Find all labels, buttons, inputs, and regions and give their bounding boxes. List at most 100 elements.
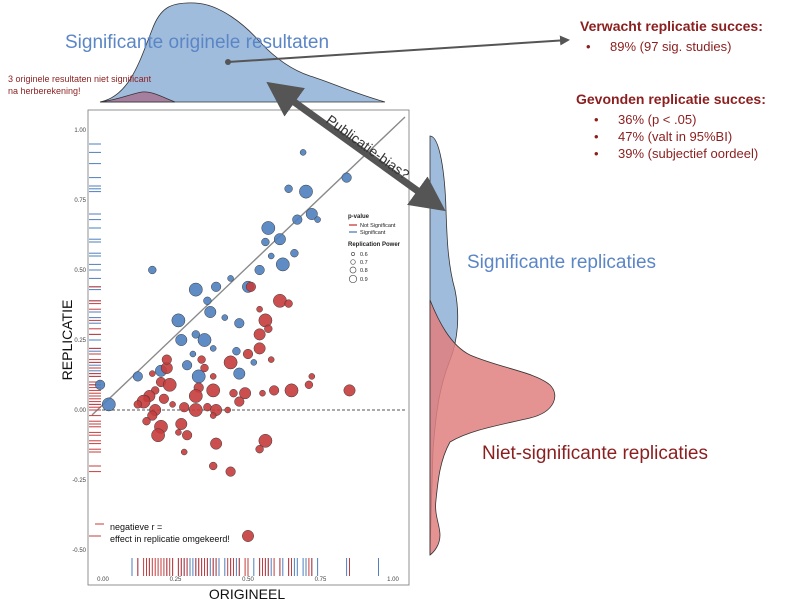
point-not-significant [255,445,264,454]
found-title: Gevonden replicatie succes: [576,91,766,107]
legend-power-size-4 [348,274,358,284]
legend-title: p-value [348,214,370,220]
y-tick-label: -0.25 [72,478,86,484]
y-tick-label: -0.50 [72,548,86,554]
x-tick-label: 0.00 [97,577,109,583]
point-not-significant [151,428,165,443]
point-not-significant [133,400,142,409]
rug-marks [89,143,379,576]
x-tick-label: 1.00 [387,577,399,583]
point-not-significant [242,530,254,542]
point-not-significant [267,356,275,363]
point-significant [227,275,234,282]
y-tick-labels: -0.50 -0.25 0.00 0.25 0.50 0.75 1.00 [72,128,86,554]
identity-line [91,116,406,416]
point-not-significant [188,389,203,403]
point-significant [233,367,246,380]
point-significant [175,334,188,346]
point-significant [204,306,217,318]
legend-power-size-2 [350,259,356,265]
point-significant [101,397,116,412]
point-not-significant [343,384,356,397]
plot-frame [87,109,410,586]
point-not-significant [253,342,266,355]
point-not-significant [258,433,273,448]
top-density-significant [99,2,386,103]
x-axis-title: ORIGINEEL [209,586,285,602]
point-not-significant [182,430,193,441]
found-item-1: 36% (p < .05) [594,111,766,128]
point-significant [132,371,143,382]
point-not-significant [224,406,231,414]
point-significant [95,379,106,390]
point-not-significant [158,393,169,404]
point-not-significant [203,403,212,412]
point-significant [209,345,217,352]
point-significant [211,281,222,292]
found-panel: Gevonden replicatie succes: 36% (p < .05… [576,91,766,162]
y-tick-label: 0.25 [74,338,86,344]
point-significant [250,359,258,366]
point-not-significant [256,305,263,313]
point-significant [299,184,313,199]
point-significant [203,296,212,305]
point-significant [284,184,293,193]
bias-arrow [266,81,446,212]
point-not-significant [225,466,236,477]
point-not-significant [264,324,273,333]
point-not-significant [149,370,156,377]
point-significant [189,350,197,358]
expected-arrow [227,35,570,63]
point-significant [290,249,299,258]
legend: p-value Not Significant Significant Repl… [348,214,401,284]
point-significant [221,314,229,321]
point-not-significant [175,418,188,430]
point-not-significant [209,412,217,419]
legend-power-title: Replication Power [348,242,401,248]
legend-entry-not-significant: Not Significant [360,223,396,229]
legend-power-size-1 [351,252,355,256]
point-not-significant [229,389,238,398]
point-not-significant [242,348,254,360]
point-significant [148,265,157,275]
legend-power-09: 0.9 [360,277,368,283]
point-significant [254,264,265,276]
point-not-significant [210,437,223,450]
point-significant [341,172,352,183]
expected-list: 89% (97 sig. studies) [580,38,763,55]
y-axis-title: REPLICATIE [59,300,75,381]
point-not-significant [175,429,182,436]
x-tick-label: 0.25 [170,577,182,583]
point-not-significant [209,461,218,471]
point-significant [273,233,286,246]
point-not-significant [179,402,190,413]
y-tick-label: 0.00 [74,408,86,414]
y-tick-label: 1.00 [74,128,86,134]
recalc-note-line2: na herberekening! [8,86,81,96]
point-not-significant [259,389,266,397]
legend-entry-significant: Significant [360,230,386,236]
right-density [429,135,556,556]
point-not-significant [162,377,177,392]
point-significant [299,149,307,156]
point-significant [232,347,241,356]
point-significant [171,313,186,328]
expected-item: 89% (97 sig. studies) [586,38,763,55]
point-not-significant [239,387,252,400]
expected-panel: Verwacht replicatie succes: 89% (97 sig.… [580,18,763,55]
point-not-significant [209,373,217,380]
x-tick-label: 0.75 [315,577,327,583]
point-not-significant [284,299,293,308]
right-density-nonsignificant [429,299,556,556]
point-not-significant [253,328,266,341]
point-not-significant [245,281,256,292]
legend-power-07: 0.7 [360,260,368,266]
top-density-nonsignificant [99,91,176,103]
point-not-significant [200,363,209,373]
point-significant [182,360,193,371]
point-not-significant [169,401,176,408]
point-significant [234,318,245,329]
negative-r-line1: negatieve r = [110,522,162,532]
point-not-significant [269,385,280,396]
legend-power-06: 0.6 [360,252,368,258]
